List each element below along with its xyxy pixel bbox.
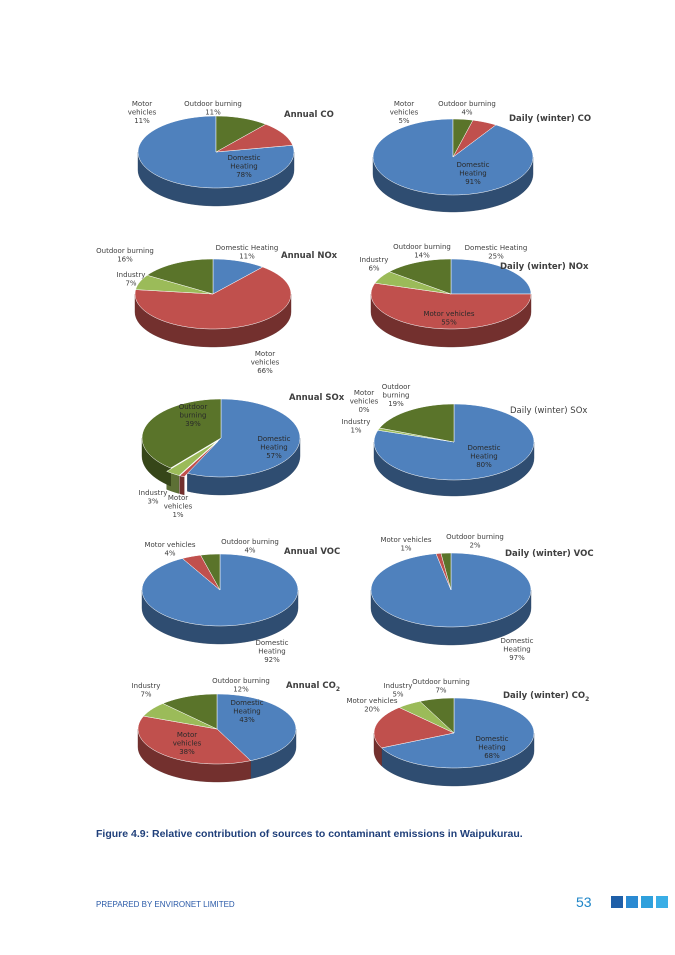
data-label-domestic-heating: Domestic Heating 80% [468,444,501,469]
data-label-domestic-heating: Domestic Heating 43% [231,699,264,724]
figure-caption: Figure 4.9: Relative contribution of sou… [96,828,523,840]
data-label-motor-vehicles: Motor vehicles 55% [423,310,474,327]
data-label-industry: Industry 1% [342,418,371,435]
data-label-motor-vehicles: Motor vehicles 0% [350,389,379,414]
data-label-motor-vehicles: Motor vehicles 4% [144,541,195,558]
chart-title: Daily (winter) NOx [500,262,589,272]
slice-motor-vehicles [373,707,455,749]
data-label-domestic-heating: Domestic Heating 78% [228,154,261,179]
slice-outdoor-burning [419,697,455,734]
slice-industry [374,271,452,295]
data-label-motor-vehicles: Motor vehicles 5% [390,100,419,125]
chart-title: Daily (winter) VOC [505,549,594,559]
slice-outdoor-burning [452,118,474,158]
chart-daily-winter-voc: Daily (winter) VOC Domestic Heating 97% Moto… [370,533,594,662]
data-label-outdoor-burning: Outdoor burning 7% [412,678,470,695]
data-label-industry: Industry 7% [132,682,161,699]
data-label-outdoor-burning: Outdoor burning 4% [438,100,496,117]
slice-outdoor-burning [200,553,221,591]
chart-title: Daily (winter) CO2 [503,691,589,703]
page-number: 53 [576,894,592,910]
slice-motor-vehicles [179,441,219,478]
chart-title: Annual SOx [289,393,345,403]
footer-square-1 [611,896,623,908]
footer-square-4 [656,896,668,908]
slice-outdoor-burning [141,398,222,469]
data-label-domestic-heating: Domestic Heating 57% [258,435,291,460]
data-label-domestic-heating: Domestic Heating 97% [501,637,534,662]
slice-domestic-heating [212,258,264,295]
data-label-outdoor-burning: Outdoor burning 19% [382,383,411,408]
data-label-motor-vehicles: Motor vehicles 1% [164,494,193,519]
slice-domestic-heating [186,398,301,478]
slice-domestic-heating [381,697,535,769]
data-label-domestic-heating: Domestic Heating 92% [256,639,289,664]
data-label-outdoor-burning: Outdoor burning 4% [221,538,279,555]
slice-motor-vehicles [452,119,497,158]
prepared-by: PREPARED BY ENVIRONET LIMITED [96,900,235,909]
slice-industry [398,701,455,734]
slice-outdoor-burning [440,552,452,591]
data-label-motor-vehicles: Motor vehicles 20% [346,697,397,714]
data-label-outdoor-burning: Outdoor burning 12% [212,677,270,694]
slice-domestic-heating [450,258,532,295]
data-label-industry: Industry 3% [139,489,168,506]
data-label-industry: Industry 7% [117,271,146,288]
chart-title: Daily (winter) CO [509,114,591,124]
chart-title: Annual CO [284,110,334,120]
data-label-domestic-heating: Domestic Heating 11% [216,244,279,261]
data-label-motor-vehicles: Motor vehicles 11% [128,100,157,125]
side-motor-vehicles [179,475,185,496]
chart-title: Daily (winter) SOx [510,406,587,416]
data-label-domestic-heating: Domestic Heating 68% [476,735,509,760]
chart-annual-sox: Annual SOx Domestic Heating 57% Motor vehicle… [139,393,345,519]
chart-annual-voc: Annual VOC Domestic Heating 92% Motor vehicl… [141,538,340,664]
data-label-industry: Industry 6% [360,256,389,273]
chart-daily-winter-sox: Daily (winter) SOx Domestic Heating 80% Moto… [342,383,587,497]
slice-industry [143,703,218,730]
chart-title: Annual VOC [284,547,340,557]
data-label-outdoor-burning: Outdoor burning 14% [393,243,451,260]
data-label-domestic-heating: Domestic Heating 91% [457,161,490,186]
data-label-motor-vehicles: Motor vehicles 38% [173,731,202,756]
data-label-outdoor-burning: Outdoor burning 39% [179,403,208,428]
slice-motor-vehicles [215,123,294,153]
chart-daily-winter-co: Daily (winter) CO Domestic Heating 91% Motor… [372,100,591,213]
slice-industry [166,441,218,476]
slice-industry [135,274,214,295]
slice-outdoor-burning [215,115,267,153]
data-label-outdoor-burning: Outdoor burning 2% [446,533,504,550]
data-label-domestic-heating: Domestic Heating 25% [465,244,528,261]
data-label-industry: Industry 5% [384,682,413,699]
slice-outdoor-burning [388,258,452,295]
chart-title: Annual CO2 [286,681,340,693]
data-label-outdoor-burning: Outdoor burning 11% [184,100,242,117]
chart-daily-winter-co2: Daily (winter) CO2 Domestic Heating 68% Moto… [346,678,589,787]
chart-annual-co: Annual CO Domestic Heating 78% Motor vehicles… [128,100,334,207]
footer-square-2 [626,896,638,908]
slice-motor-vehicles [134,266,292,330]
slice-domestic-heating [216,693,297,761]
data-label-motor-vehicles: Motor vehicles 1% [380,536,431,553]
chart-annual-co2: Annual CO2 Domestic Heating 43% Motor vehicle… [132,677,340,783]
footer-square-3 [641,896,653,908]
data-label-motor-vehicles: Motor vehicles 66% [251,350,280,375]
chart-title: Annual NOx [281,251,338,261]
slice-outdoor-burning [379,403,455,443]
slice-motor-vehicles [370,282,532,330]
slice-motor-vehicles [137,715,252,765]
slice-outdoor-burning [146,258,214,295]
slice-outdoor-burning [162,693,218,730]
data-label-outdoor-burning: Outdoor burning 16% [96,247,154,264]
